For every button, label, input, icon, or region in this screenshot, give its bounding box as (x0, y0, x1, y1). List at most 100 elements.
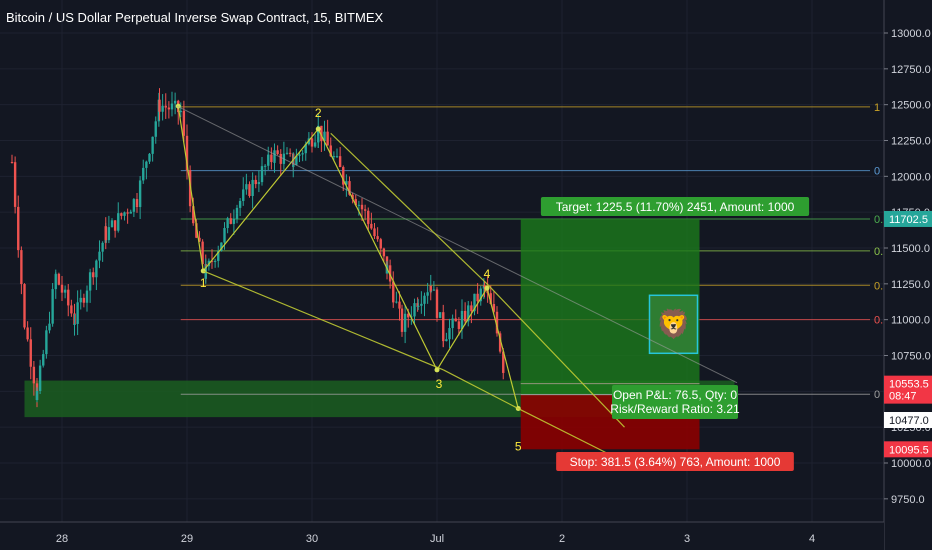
time-tick-label: 3 (684, 533, 690, 545)
candle-body (142, 167, 145, 181)
candle-body (213, 260, 217, 262)
trendline-upper-ext (486, 283, 625, 428)
candle-body (26, 327, 29, 340)
candle-body (367, 219, 370, 224)
wave-segment (486, 287, 519, 409)
wave-point (315, 126, 321, 132)
candle-body (432, 289, 436, 291)
candle-body (323, 131, 326, 142)
candle-body (60, 284, 64, 293)
candle-body (457, 321, 461, 329)
elliott-wave: 1 2 3 4 5 (175, 103, 522, 454)
candle-body (423, 295, 426, 304)
candle-body (382, 248, 386, 257)
candle-body (495, 311, 499, 328)
fib-level-label: 0. (874, 280, 883, 292)
price-tag-bg (884, 441, 932, 458)
wave-segment (202, 128, 319, 272)
wave-segment (317, 128, 438, 371)
candle-body (470, 305, 473, 312)
candle-body (135, 205, 139, 207)
time-tick-label: 29 (181, 533, 193, 545)
candle-body (129, 211, 132, 214)
candle-body (107, 227, 111, 241)
price-tick-label: 11000.0 (891, 315, 930, 327)
price-tick-label: 11250.0 (891, 279, 930, 291)
fib-level-label: 0 (874, 389, 880, 401)
candle-body (498, 333, 502, 352)
candle-body (438, 312, 442, 318)
candle-body (379, 239, 382, 249)
candle-body (242, 189, 245, 201)
wave-segment (436, 287, 488, 371)
candle-body (76, 302, 79, 324)
candle-body (392, 281, 395, 303)
candle-body (173, 100, 177, 104)
candle-body (138, 180, 142, 207)
candle-body (223, 228, 226, 243)
candle-body (210, 260, 214, 262)
candle-body (354, 199, 357, 206)
candle-body (310, 138, 314, 147)
candle-body (342, 167, 345, 182)
trendline-lower-ext2 (517, 407, 610, 455)
candle-body (29, 339, 32, 367)
candle-body (132, 199, 136, 212)
price-tick-label: 12250.0 (891, 136, 931, 148)
candle-body (220, 242, 223, 251)
candle-body (332, 156, 336, 158)
candle-body (370, 223, 373, 229)
price-tag-bg (884, 387, 932, 404)
candle-body (460, 310, 464, 315)
candle-body (120, 213, 123, 216)
candle-body (326, 131, 329, 146)
trendline-upper (330, 132, 488, 285)
candle-body (273, 150, 276, 162)
candle-body (161, 105, 164, 112)
candle-body (51, 289, 54, 324)
trendline-lower-ext (442, 369, 519, 410)
candle-body (270, 154, 273, 163)
wave-label: 4 (484, 267, 491, 281)
candle-body (460, 314, 464, 329)
candle-body (148, 153, 151, 162)
candles (10, 88, 505, 408)
price-tick-label: 12750.0 (891, 64, 931, 76)
candle-body (182, 110, 186, 136)
price-tick-label: 11500.0 (891, 243, 930, 255)
candle-body (45, 330, 48, 355)
candle-body (373, 228, 376, 237)
candle-body (357, 204, 361, 206)
candle-body (226, 218, 229, 229)
price-tick-label: 12000.0 (891, 171, 931, 183)
candle-body (170, 103, 174, 110)
candle-body (73, 323, 76, 325)
stop-label: Stop: 381.5 (3.64%) 763, Amount: 1000 (570, 455, 781, 469)
candle-body (442, 339, 445, 342)
candle-body (13, 162, 17, 207)
candle-body (63, 289, 67, 293)
time-tick-label: 2 (559, 533, 565, 545)
long-position-tool[interactable]: 🦁 (520, 218, 700, 450)
pnl-box (612, 385, 738, 419)
fib-level-label: 1 (874, 102, 880, 114)
fib-level-label: 0. (874, 315, 883, 327)
candle-body (54, 274, 57, 290)
candle-body (85, 290, 89, 303)
position-labels: Target: 1225.5 (11.70%) 2451, Amount: 10… (540, 197, 810, 471)
price-axis[interactable]: 13000.012750.012500.012250.012000.011750… (883, 0, 932, 550)
time-tick-label: 4 (809, 533, 815, 545)
fib-level-label: 0. (874, 246, 883, 258)
candle-body (407, 313, 410, 318)
time-axis[interactable]: 28 29 30 Jul 2 3 4 (0, 521, 884, 550)
candle-body (195, 223, 198, 238)
candle-body (57, 273, 61, 285)
candle-body (342, 181, 345, 185)
candle-body (398, 301, 401, 309)
candle-body (454, 318, 457, 322)
price-tag-bg (884, 210, 932, 227)
candle-body (417, 305, 420, 307)
candle-body (23, 319, 26, 328)
candle-body (32, 366, 36, 384)
